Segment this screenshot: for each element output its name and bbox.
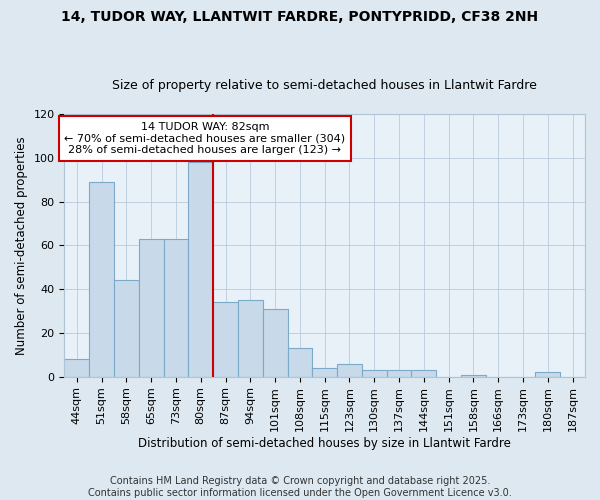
Bar	[386, 370, 412, 376]
Bar	[287, 348, 313, 376]
Y-axis label: Number of semi-detached properties: Number of semi-detached properties	[15, 136, 28, 354]
Text: 14 TUDOR WAY: 82sqm
← 70% of semi-detached houses are smaller (304)
28% of semi-: 14 TUDOR WAY: 82sqm ← 70% of semi-detach…	[64, 122, 346, 155]
Bar	[64, 359, 89, 376]
Bar	[213, 302, 238, 376]
Title: Size of property relative to semi-detached houses in Llantwit Fardre: Size of property relative to semi-detach…	[112, 79, 537, 92]
Bar	[461, 374, 486, 376]
Bar	[238, 300, 263, 376]
Bar	[114, 280, 139, 376]
Bar	[412, 370, 436, 376]
Bar	[313, 368, 337, 376]
Bar	[89, 182, 114, 376]
Text: 14, TUDOR WAY, LLANTWIT FARDRE, PONTYPRIDD, CF38 2NH: 14, TUDOR WAY, LLANTWIT FARDRE, PONTYPRI…	[61, 10, 539, 24]
Text: Contains HM Land Registry data © Crown copyright and database right 2025.
Contai: Contains HM Land Registry data © Crown c…	[88, 476, 512, 498]
Bar	[535, 372, 560, 376]
Bar	[188, 162, 213, 376]
Bar	[139, 239, 164, 376]
Bar	[263, 309, 287, 376]
Bar	[337, 364, 362, 376]
Bar	[164, 239, 188, 376]
X-axis label: Distribution of semi-detached houses by size in Llantwit Fardre: Distribution of semi-detached houses by …	[138, 437, 511, 450]
Bar	[362, 370, 386, 376]
